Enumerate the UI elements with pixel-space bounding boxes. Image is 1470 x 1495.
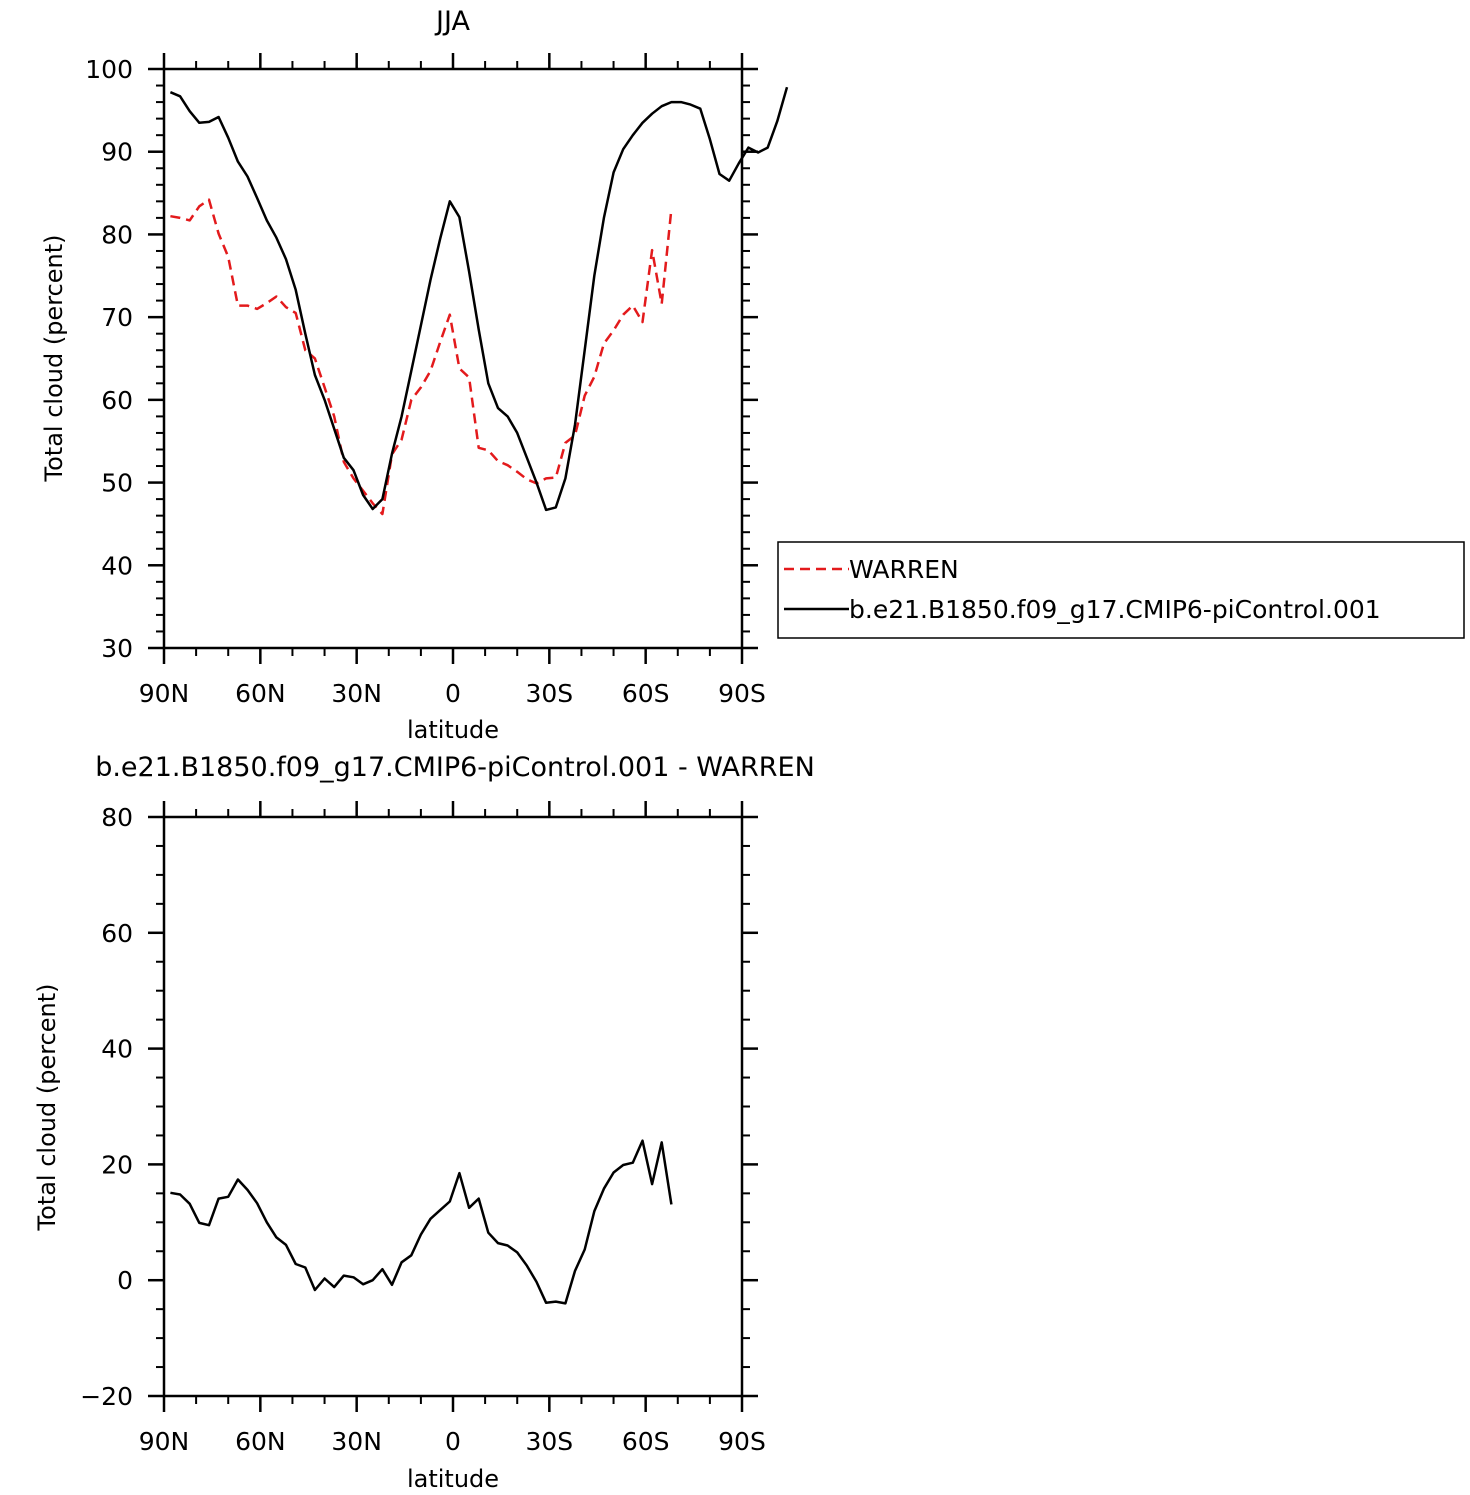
chart-bottom-x-tick-label: 60S xyxy=(622,1427,670,1456)
chart-bottom: b.e21.B1850.f09_g17.CMIP6-piControl.001 … xyxy=(33,752,815,1493)
chart-bottom-x-tick-label: 30S xyxy=(525,1427,573,1456)
chart-bottom-x-axis-title: latitude xyxy=(407,1465,499,1493)
chart-top-y-tick-label: 40 xyxy=(101,551,133,580)
chart-bottom-y-tick-label: 60 xyxy=(101,919,133,948)
legend-label-model: b.e21.B1850.f09_g17.CMIP6-piControl.001 xyxy=(849,595,1381,624)
chart-bottom-x-tick-label: 90S xyxy=(718,1427,766,1456)
chart-top-x-tick-label: 60N xyxy=(235,679,286,708)
chart-top-y-tick-label: 100 xyxy=(85,55,133,84)
chart-top-x-tick-label: 60S xyxy=(622,679,670,708)
chart-bottom-y-tick-label: −20 xyxy=(80,1382,133,1411)
legend-label-warren: WARREN xyxy=(849,555,959,584)
chart-top-x-tick-label: 0 xyxy=(445,679,461,708)
chart-top-y-tick-label: 60 xyxy=(101,386,133,415)
chart-top-series-line-warren xyxy=(170,198,673,516)
chart-bottom-y-tick-label: 0 xyxy=(117,1266,133,1295)
chart-bottom-x-tick-label: 0 xyxy=(445,1427,461,1456)
chart-top-y-tick-label: 50 xyxy=(101,469,133,498)
chart-top-y-tick-label: 30 xyxy=(101,634,133,663)
chart-top-x-tick-label: 90S xyxy=(718,679,766,708)
chart-top-x-axis-title: latitude xyxy=(407,716,499,744)
chart-top-title: JJA xyxy=(434,6,470,37)
chart-top-x-tick-label: 90N xyxy=(139,679,190,708)
chart-top-plot-frame xyxy=(162,67,744,650)
chart-bottom-title: b.e21.B1850.f09_g17.CMIP6-piControl.001 … xyxy=(95,752,815,783)
chart-top-y-tick-label: 80 xyxy=(101,220,133,249)
chart-bottom-y-tick-label: 40 xyxy=(101,1035,133,1064)
chart-bottom-series-line-difference xyxy=(170,1139,673,1305)
chart-bottom-x-tick-label: 30N xyxy=(331,1427,382,1456)
chart-bottom-plot-frame xyxy=(162,815,744,1398)
chart-top-y-tick-label: 70 xyxy=(101,303,133,332)
legend-box xyxy=(777,541,1465,639)
chart-top-y-tick-label: 90 xyxy=(101,138,133,167)
chart-top-x-tick-label: 30N xyxy=(331,679,382,708)
chart-bottom-y-tick-label: 80 xyxy=(101,803,133,832)
chart-bottom-x-tick-label: 90N xyxy=(139,1427,190,1456)
chart-bottom-y-axis-title: Total cloud (percent) xyxy=(33,984,61,1232)
chart-top-y-axis-title: Total cloud (percent) xyxy=(40,235,68,483)
chart-top: JJA Total cloud (percent) latitude 30 40 5… xyxy=(40,6,789,744)
chart-top-series-line-model xyxy=(169,86,789,512)
chart-bottom-x-tick-label: 60N xyxy=(235,1427,286,1456)
legend: WARREN b.e21.B1850.f09_g17.CMIP6-piContr… xyxy=(777,541,1465,639)
chart-bottom-y-tick-label: 20 xyxy=(101,1150,133,1179)
chart-top-x-tick-label: 30S xyxy=(525,679,573,708)
